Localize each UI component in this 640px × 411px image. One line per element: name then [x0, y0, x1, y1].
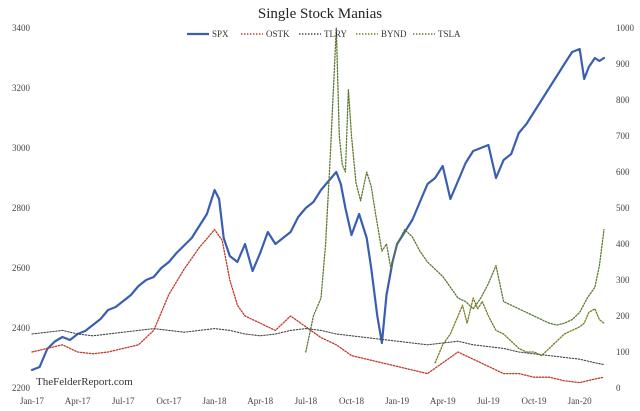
x-tick-label: Oct-19 — [522, 396, 547, 406]
x-tick-label: Jul-19 — [477, 396, 500, 406]
y-left-tick-label: 3000 — [12, 143, 31, 153]
legend-label-spx: SPX — [212, 29, 229, 39]
y-left-tick-label: 2600 — [12, 263, 31, 273]
legend-label-bynd: BYND — [381, 29, 407, 39]
series-line-bynd — [434, 297, 605, 364]
x-tick-label: Jan-19 — [385, 396, 409, 406]
y-left-tick-label: 3200 — [12, 83, 31, 93]
y-right-tick-label: 900 — [616, 59, 630, 69]
x-tick-label: Apr-17 — [65, 396, 91, 406]
chart-title: Single Stock Manias — [258, 6, 382, 22]
y-left-tick-label: 2400 — [12, 323, 31, 333]
x-tick-label: Apr-19 — [430, 396, 456, 406]
series-line-ostk — [31, 228, 605, 384]
series-line-tsla — [305, 27, 605, 353]
y-right-tick-label: 500 — [616, 203, 630, 213]
y-right-tick-label: 1000 — [616, 23, 635, 33]
y-right-tick-label: 200 — [616, 311, 630, 321]
x-tick-label: Jul-18 — [295, 396, 318, 406]
y-left-tick-label: 2800 — [12, 203, 31, 213]
legend-label-tsla: TSLA — [438, 29, 461, 39]
y-right-tick-label: 600 — [616, 167, 630, 177]
y-right-tick-label: 300 — [616, 275, 630, 285]
y-left-tick-label: 3400 — [12, 23, 31, 33]
y-right-tick-label: 700 — [616, 131, 630, 141]
series-line-tlry — [31, 328, 605, 366]
y-right-tick-label: 400 — [616, 239, 630, 249]
x-tick-label: Oct-17 — [156, 396, 181, 406]
legend-label-ostk: OSTK — [266, 29, 290, 39]
legend-label-tlry: TLRY — [324, 29, 348, 39]
x-tick-label: Jul-17 — [112, 396, 135, 406]
x-tick-label: Oct-18 — [339, 396, 364, 406]
series-line-spx — [30, 47, 606, 372]
x-tick-label: Jan-20 — [568, 396, 592, 406]
y-right-tick-label: 0 — [616, 383, 621, 393]
credit-text: TheFelderReport.com — [36, 376, 133, 388]
y-left-tick-label: 2200 — [12, 383, 31, 393]
x-tick-label: Jan-18 — [203, 396, 227, 406]
y-right-tick-label: 800 — [616, 95, 630, 105]
y-right-tick-label: 100 — [616, 347, 630, 357]
x-tick-label: Jan-17 — [20, 396, 44, 406]
x-tick-label: Apr-18 — [247, 396, 273, 406]
